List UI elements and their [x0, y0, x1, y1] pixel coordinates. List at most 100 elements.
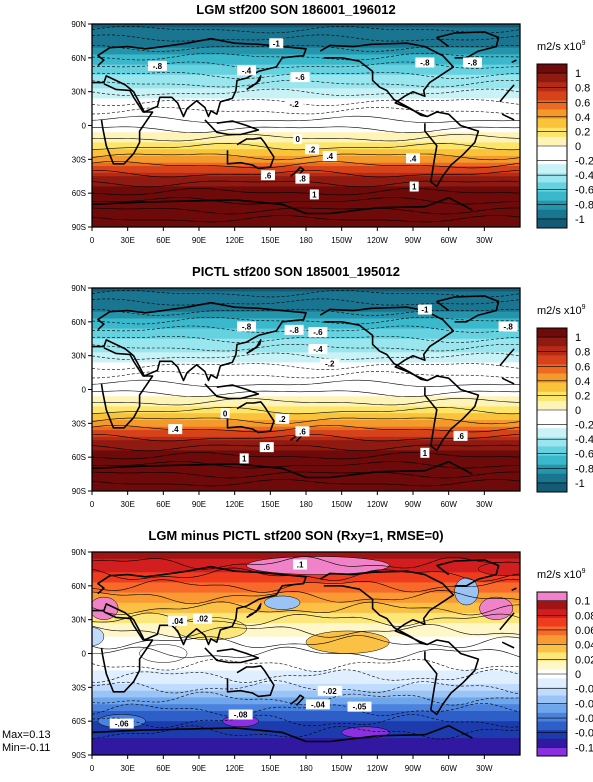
field-band [92, 34, 520, 39]
colorbar-swatch [537, 337, 567, 347]
field: -1 -.8 -.4 -.6 -.2 -.8 -.8 0 .2 .4 .4 .6 .8 1 1 [92, 24, 520, 227]
contour-label-bg [228, 709, 253, 720]
contour-label-bg [237, 321, 257, 332]
lat-tick-label: 30S [72, 683, 86, 692]
field-band [92, 707, 520, 712]
field-band [92, 213, 520, 218]
colorbar-tick-label: 0.2 [575, 126, 590, 138]
lat-tick-label: 30N [71, 616, 86, 625]
colorbar-swatch [537, 437, 567, 447]
field-band [92, 128, 520, 133]
field-feature [264, 595, 301, 610]
contour-label: -.8 [153, 62, 163, 71]
field-band [92, 216, 520, 221]
contour-line [92, 134, 520, 142]
colorbar-swatch [537, 482, 567, 493]
field-band [92, 186, 520, 191]
contour-label: .02 [197, 615, 209, 624]
colorbar-swatch [537, 738, 567, 748]
contour-line [92, 115, 520, 123]
contour-label-bg [284, 99, 304, 110]
contour-line [92, 88, 520, 96]
map-frame [91, 23, 521, 228]
lon-tick-label: 60E [156, 236, 170, 245]
contour-label: -.8 [468, 58, 478, 67]
contour-label: 0 [295, 135, 300, 144]
field-band [92, 599, 520, 604]
field-band [92, 321, 520, 326]
field-band [92, 406, 520, 411]
colorbar-swatch [537, 118, 567, 129]
contour-label: -.4 [313, 345, 323, 354]
contour-label-bg [284, 324, 304, 335]
coastline [92, 301, 307, 382]
colorbar-swatch [537, 721, 567, 731]
lon-tick-label: 90E [192, 500, 206, 509]
field-feature [479, 596, 514, 620]
lon-tick-label: 0 [90, 236, 95, 245]
field-band [92, 724, 520, 729]
field-band [92, 139, 520, 143]
colorbar-swatch [537, 609, 567, 619]
coastline [511, 59, 517, 64]
coastline [319, 570, 455, 646]
contour-line [92, 289, 520, 298]
field-band [92, 552, 520, 556]
field-band [92, 352, 520, 357]
lon-tick-label: 60W [440, 764, 457, 773]
colorbar-tick-label: 0.06 [575, 625, 593, 637]
field-band [92, 619, 520, 624]
max-label: Max=0.13 [2, 729, 51, 741]
lon-tick-label: 30W [476, 764, 493, 773]
contour-label: -1 [273, 39, 281, 48]
lon-tick-label: 60E [156, 500, 170, 509]
contour-label-bg [239, 453, 249, 464]
contour-line [92, 556, 520, 570]
lon-tick-label: 90W [405, 236, 422, 245]
field-band [92, 477, 520, 482]
coastline [92, 565, 307, 646]
field-band [92, 304, 520, 309]
field-feature [139, 644, 188, 663]
lat-tick-label: 90S [72, 223, 86, 232]
field-band [92, 667, 520, 671]
contour-label-bg [320, 358, 340, 369]
colorbar-swatch [537, 400, 567, 411]
field-band [92, 101, 520, 106]
field-band [92, 118, 520, 123]
field-band [92, 98, 520, 103]
contour-label: -.2 [289, 100, 299, 109]
field: .1 .04 .02 -.06 -.02 -.04 -.08 -.05 [92, 552, 520, 755]
field-band [92, 616, 520, 621]
field-band [92, 162, 520, 167]
field-band [92, 294, 520, 299]
field-band [92, 727, 520, 732]
colorbar-tick-label: 0.8 [575, 347, 590, 359]
colorbar-swatch [537, 592, 567, 601]
coastline [319, 42, 455, 118]
contour-label-bg [260, 170, 275, 181]
field-band [92, 318, 520, 323]
contour-label: .4 [410, 154, 417, 163]
lon-tick-label: 30W [476, 500, 493, 509]
field-band [92, 203, 520, 208]
colorbar-swatch [537, 446, 567, 456]
contour-line [92, 79, 520, 88]
field-band [92, 91, 520, 96]
contour-label-bg [295, 173, 310, 184]
field-band [92, 108, 520, 113]
colorbar-swatch [537, 455, 567, 465]
lon-tick-label: 30E [121, 764, 135, 773]
contour-line [92, 316, 520, 325]
lon-tick-label: 150E [261, 500, 280, 509]
field-band [92, 328, 520, 333]
lat-tick-label: 90S [72, 487, 86, 496]
field-band [92, 717, 520, 722]
field-band [92, 626, 520, 631]
coastline [204, 383, 260, 400]
field-band [92, 677, 520, 682]
field-band [92, 460, 520, 465]
field-band [92, 132, 520, 137]
field-band [92, 61, 520, 66]
contour-line [92, 34, 520, 42]
